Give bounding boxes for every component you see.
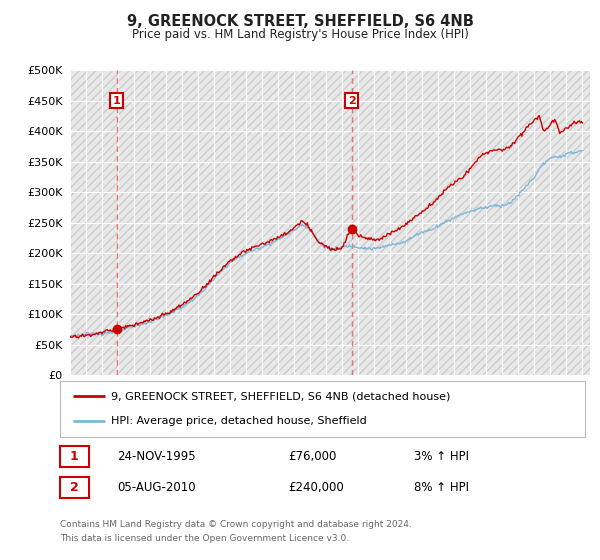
Text: £240,000: £240,000 xyxy=(288,480,344,494)
Text: HPI: Average price, detached house, Sheffield: HPI: Average price, detached house, Shef… xyxy=(112,416,367,426)
Text: 8% ↑ HPI: 8% ↑ HPI xyxy=(414,480,469,494)
Text: 1: 1 xyxy=(113,96,121,105)
Text: Contains HM Land Registry data © Crown copyright and database right 2024.: Contains HM Land Registry data © Crown c… xyxy=(60,520,412,529)
Text: 9, GREENOCK STREET, SHEFFIELD, S6 4NB: 9, GREENOCK STREET, SHEFFIELD, S6 4NB xyxy=(127,14,473,29)
Text: 3% ↑ HPI: 3% ↑ HPI xyxy=(414,450,469,463)
Text: 2: 2 xyxy=(348,96,355,105)
Text: 24-NOV-1995: 24-NOV-1995 xyxy=(117,450,196,463)
Text: This data is licensed under the Open Government Licence v3.0.: This data is licensed under the Open Gov… xyxy=(60,534,349,543)
Text: 1: 1 xyxy=(70,450,79,463)
Text: 05-AUG-2010: 05-AUG-2010 xyxy=(117,480,196,494)
Text: £76,000: £76,000 xyxy=(288,450,337,463)
Text: 9, GREENOCK STREET, SHEFFIELD, S6 4NB (detached house): 9, GREENOCK STREET, SHEFFIELD, S6 4NB (d… xyxy=(112,391,451,402)
Text: Price paid vs. HM Land Registry's House Price Index (HPI): Price paid vs. HM Land Registry's House … xyxy=(131,28,469,41)
Text: 2: 2 xyxy=(70,480,79,494)
